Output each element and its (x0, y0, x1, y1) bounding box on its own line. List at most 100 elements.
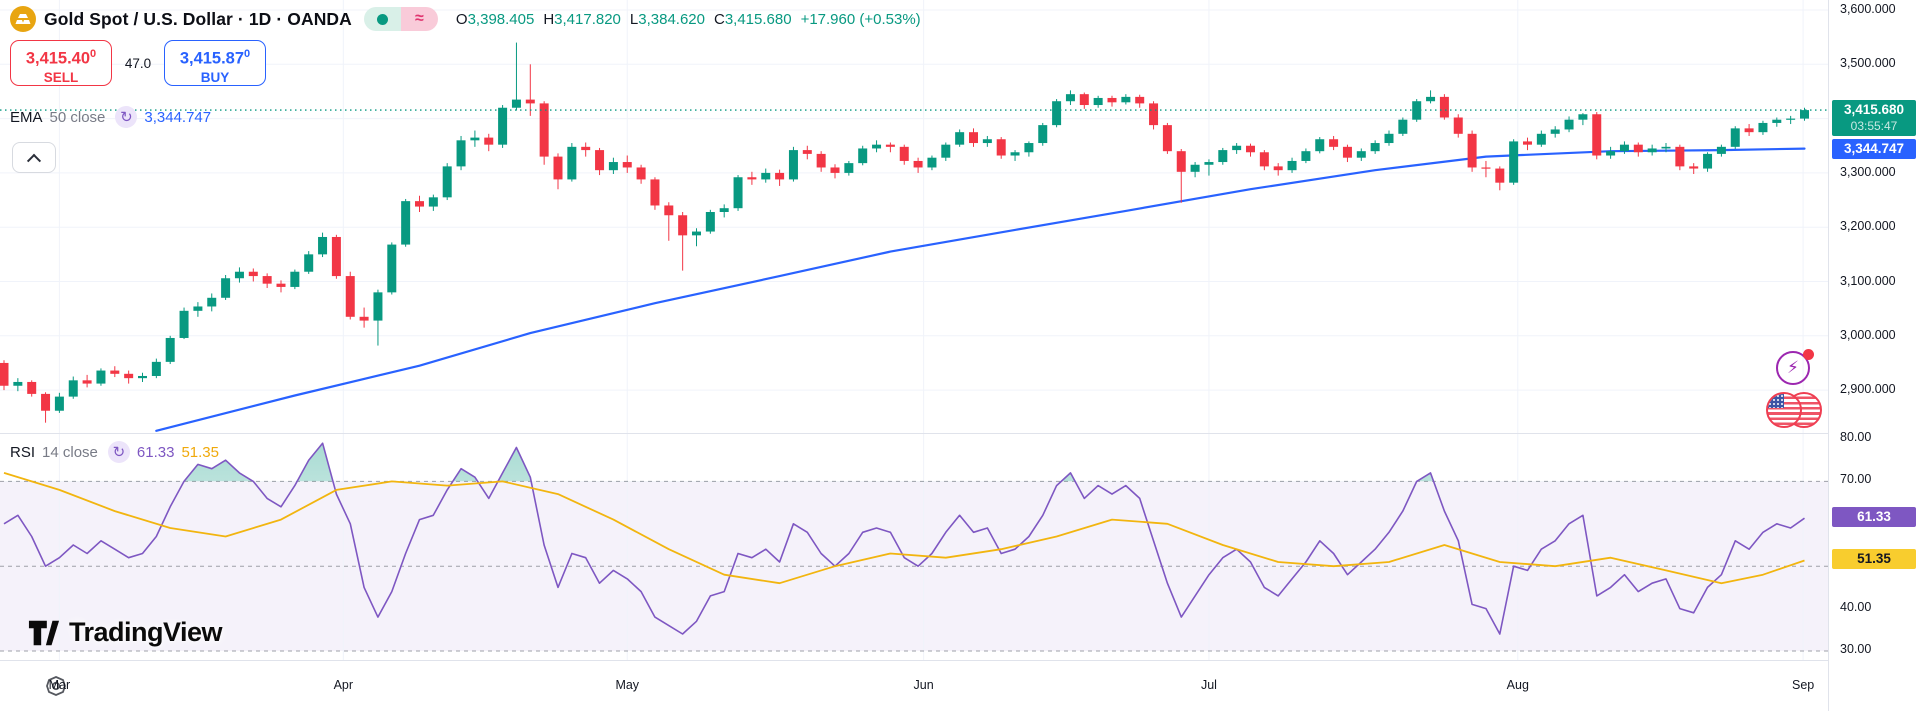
candle[interactable] (816, 153, 826, 168)
buy-button[interactable]: 3,415.870 BUY (164, 40, 266, 86)
price-axis[interactable]: 3,600.0003,500.0003,400.0003,300.0003,20… (1828, 0, 1919, 711)
candle[interactable] (179, 310, 189, 338)
candle[interactable] (899, 146, 909, 161)
candle[interactable] (1772, 119, 1782, 123)
candle[interactable] (1619, 144, 1629, 152)
collapse-pane-button[interactable] (12, 142, 56, 173)
candle[interactable] (982, 139, 992, 144)
candle[interactable] (401, 201, 411, 245)
candle[interactable] (747, 177, 757, 180)
candle[interactable] (788, 150, 798, 180)
candle[interactable] (1093, 97, 1103, 106)
candle[interactable] (1190, 164, 1200, 172)
candle[interactable] (511, 99, 521, 108)
candle[interactable] (96, 370, 106, 384)
candle[interactable] (872, 144, 882, 149)
candle[interactable] (733, 177, 743, 209)
market-open-icon[interactable] (363, 7, 401, 31)
candle[interactable] (705, 211, 715, 232)
candle[interactable] (802, 150, 812, 154)
candle[interactable] (664, 205, 674, 216)
candle[interactable] (927, 157, 937, 168)
candle[interactable] (1024, 143, 1034, 153)
candle[interactable] (525, 99, 535, 104)
candle[interactable] (1689, 166, 1699, 169)
candle[interactable] (1398, 119, 1408, 134)
candle[interactable] (567, 146, 577, 180)
candle[interactable] (830, 167, 840, 173)
symbol-header[interactable]: Gold Spot / U.S. Dollar · 1D · OANDA ≈ O… (10, 6, 921, 32)
candle[interactable] (54, 396, 64, 411)
candle[interactable] (442, 166, 452, 198)
candle[interactable] (636, 167, 646, 180)
candle[interactable] (1107, 97, 1117, 103)
minds-stream-button[interactable]: ⚡ (1776, 349, 1820, 387)
candle[interactable] (1301, 151, 1311, 161)
candle[interactable] (0, 362, 9, 386)
candle[interactable] (1564, 119, 1574, 130)
candle[interactable] (1079, 94, 1089, 106)
candle[interactable] (1744, 128, 1754, 133)
candle[interactable] (1259, 152, 1269, 167)
candle[interactable] (608, 162, 618, 171)
candle[interactable] (470, 137, 480, 141)
ema-indicator-legend[interactable]: EMA 50 close ↻ 3,344.747 (10, 106, 211, 128)
time-axis[interactable]: Mar Apr May Jun Jul Aug Sep (0, 660, 1828, 711)
candle[interactable] (1315, 139, 1325, 152)
candle[interactable] (1218, 150, 1228, 163)
candle[interactable] (595, 150, 605, 171)
candle[interactable] (1412, 101, 1422, 120)
candle[interactable] (290, 271, 300, 287)
candle[interactable] (844, 163, 854, 173)
candle[interactable] (1149, 103, 1159, 126)
candle[interactable] (1176, 151, 1186, 172)
candle[interactable] (1536, 133, 1546, 145)
candle[interactable] (1481, 167, 1491, 169)
candle[interactable] (1467, 133, 1477, 168)
candle[interactable] (234, 271, 244, 279)
candle[interactable] (941, 144, 951, 158)
tradingview-watermark[interactable]: TradingView (28, 617, 223, 648)
candle[interactable] (955, 132, 965, 145)
candle[interactable] (1523, 141, 1532, 145)
candle[interactable] (1356, 151, 1366, 158)
candle[interactable] (650, 179, 660, 206)
candle[interactable] (1730, 128, 1740, 147)
candle[interactable] (498, 107, 508, 145)
candle[interactable] (193, 306, 203, 311)
candle[interactable] (622, 162, 632, 168)
candle[interactable] (27, 381, 37, 394)
candle[interactable] (692, 231, 701, 236)
candlestick-plot[interactable] (0, 0, 1828, 433)
candle[interactable] (1661, 146, 1671, 149)
candle[interactable] (138, 375, 147, 379)
rsi-indicator-legend[interactable]: RSI 14 close ↻ 61.33 51.35 (10, 441, 219, 463)
candle[interactable] (387, 244, 397, 293)
candle[interactable] (581, 146, 591, 151)
candle[interactable] (68, 380, 78, 397)
candle[interactable] (1439, 96, 1449, 118)
candle[interactable] (1606, 151, 1616, 156)
candle[interactable] (221, 278, 231, 298)
market-status-pill[interactable]: ≈ (363, 7, 438, 31)
candle[interactable] (1495, 168, 1505, 183)
rsi-plot[interactable] (0, 434, 1828, 661)
candle[interactable] (719, 208, 729, 212)
rsi-chart[interactable] (0, 433, 1828, 661)
candle[interactable] (1550, 129, 1560, 134)
candle[interactable] (996, 139, 1006, 156)
candle[interactable] (428, 197, 438, 207)
candle[interactable] (304, 254, 314, 272)
sell-button[interactable]: 3,415.400 SELL (10, 40, 112, 86)
candle[interactable] (41, 393, 51, 411)
candle[interactable] (1135, 96, 1145, 104)
candle[interactable] (1232, 145, 1242, 151)
candle[interactable] (1453, 117, 1463, 134)
candle[interactable] (775, 172, 785, 180)
candle[interactable] (151, 361, 161, 376)
candle[interactable] (1121, 96, 1131, 103)
candle[interactable] (207, 297, 217, 307)
candle[interactable] (1287, 160, 1297, 171)
candle[interactable] (1384, 133, 1394, 144)
candle[interactable] (13, 381, 23, 386)
